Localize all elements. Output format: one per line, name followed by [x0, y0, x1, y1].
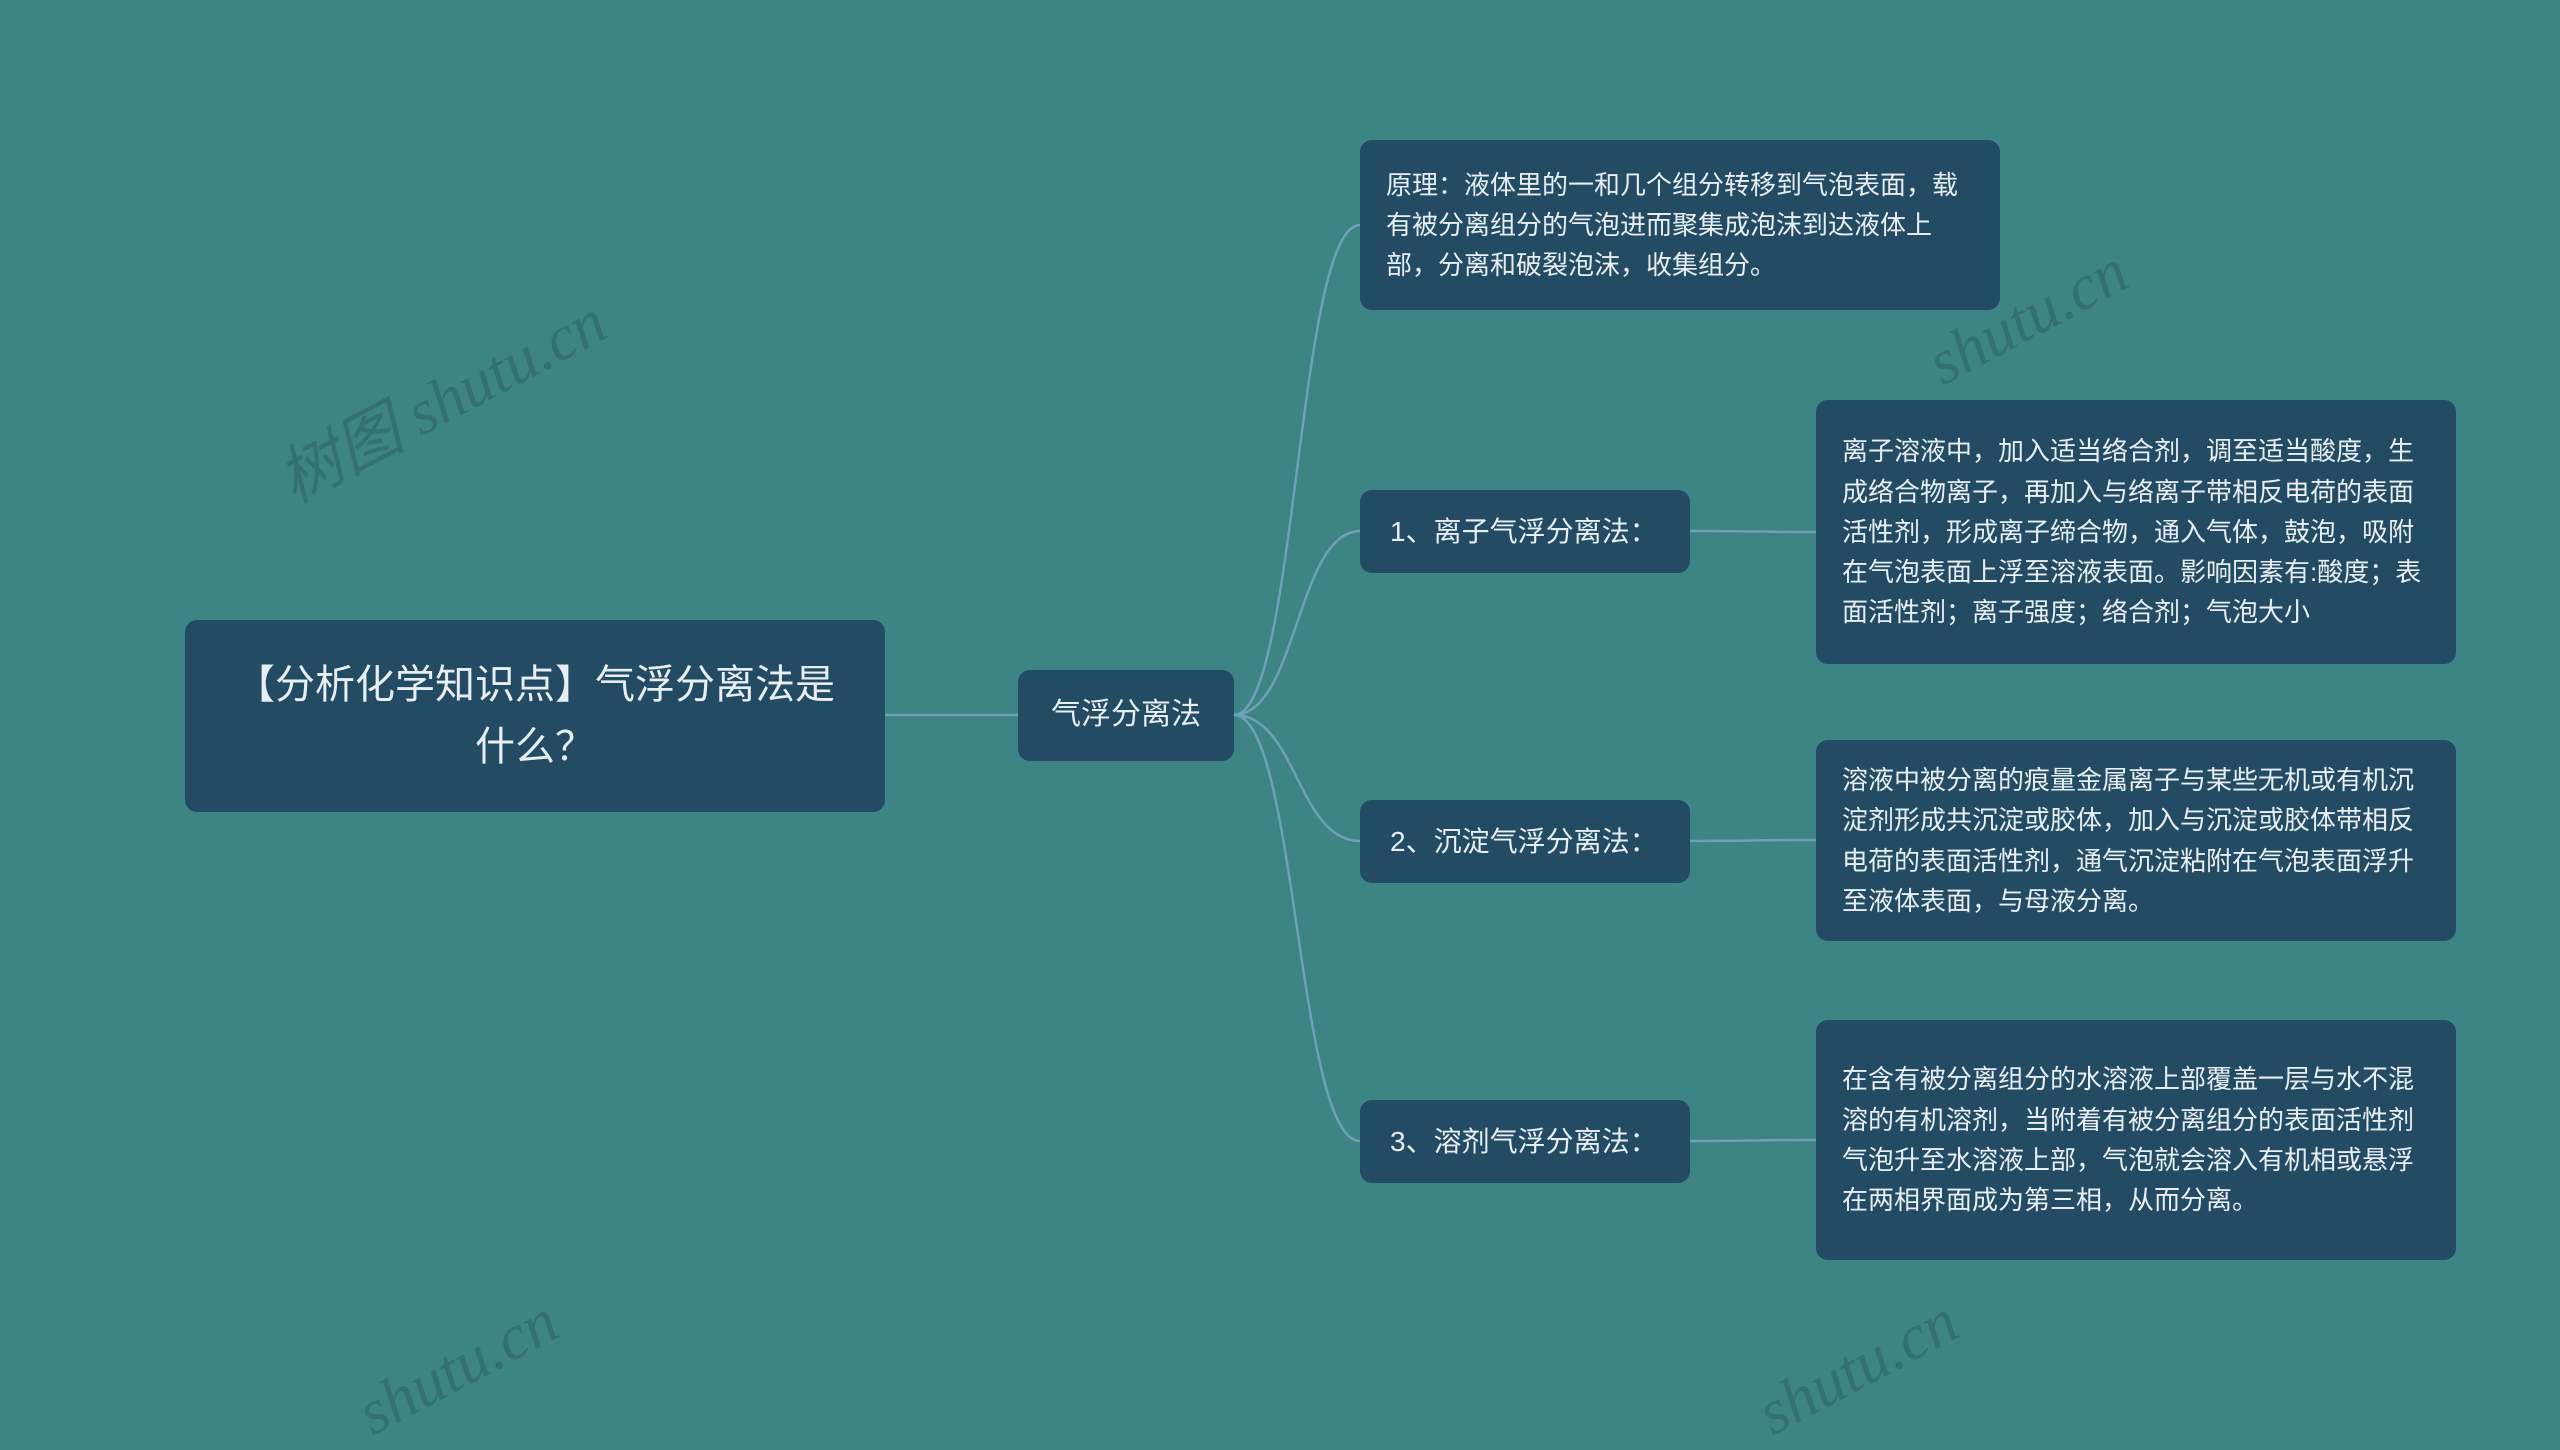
watermark: shutu.cn — [345, 1284, 570, 1450]
sub-node-1-detail[interactable]: 离子溶液中，加入适当络合剂，调至适当酸度，生成络合物离子，再加入与络离子带相反电… — [1816, 400, 2456, 664]
sub-node-3[interactable]: 3、溶剂气浮分离法： — [1360, 1100, 1690, 1183]
sub2-label: 2、沉淀气浮分离法： — [1390, 820, 1658, 863]
center-node[interactable]: 气浮分离法 — [1018, 670, 1234, 761]
sub1-label: 1、离子气浮分离法： — [1390, 510, 1658, 553]
sub-node-2[interactable]: 2、沉淀气浮分离法： — [1360, 800, 1690, 883]
sub2-detail-text: 溶液中被分离的痕量金属离子与某些无机或有机沉淀剂形成共沉淀或胶体，加入与沉淀或胶… — [1842, 760, 2430, 921]
sub3-label: 3、溶剂气浮分离法： — [1390, 1120, 1658, 1163]
root-node[interactable]: 【分析化学知识点】气浮分离法是什么？ — [185, 620, 885, 812]
principle-node[interactable]: 原理：液体里的一和几个组分转移到气泡表面，载有被分离组分的气泡进而聚集成泡沫到达… — [1360, 140, 2000, 310]
center-label: 气浮分离法 — [1051, 692, 1201, 739]
mindmap-canvas: 树图 shutu.cn shutu.cn shutu.cn shutu.cn 【… — [0, 0, 2560, 1435]
sub-node-1[interactable]: 1、离子气浮分离法： — [1360, 490, 1690, 573]
principle-text: 原理：液体里的一和几个组分转移到气泡表面，载有被分离组分的气泡进而聚集成泡沫到达… — [1386, 165, 1974, 286]
sub3-detail-text: 在含有被分离组分的水溶液上部覆盖一层与水不混溶的有机溶剂，当附着有被分离组分的表… — [1842, 1059, 2430, 1220]
watermark: 树图 shutu.cn — [259, 271, 619, 521]
watermark: shutu.cn — [1745, 1284, 1970, 1450]
root-label: 【分析化学知识点】气浮分离法是什么？ — [229, 654, 841, 778]
sub-node-3-detail[interactable]: 在含有被分离组分的水溶液上部覆盖一层与水不混溶的有机溶剂，当附着有被分离组分的表… — [1816, 1020, 2456, 1260]
sub-node-2-detail[interactable]: 溶液中被分离的痕量金属离子与某些无机或有机沉淀剂形成共沉淀或胶体，加入与沉淀或胶… — [1816, 740, 2456, 941]
sub1-detail-text: 离子溶液中，加入适当络合剂，调至适当酸度，生成络合物离子，再加入与络离子带相反电… — [1842, 431, 2430, 632]
